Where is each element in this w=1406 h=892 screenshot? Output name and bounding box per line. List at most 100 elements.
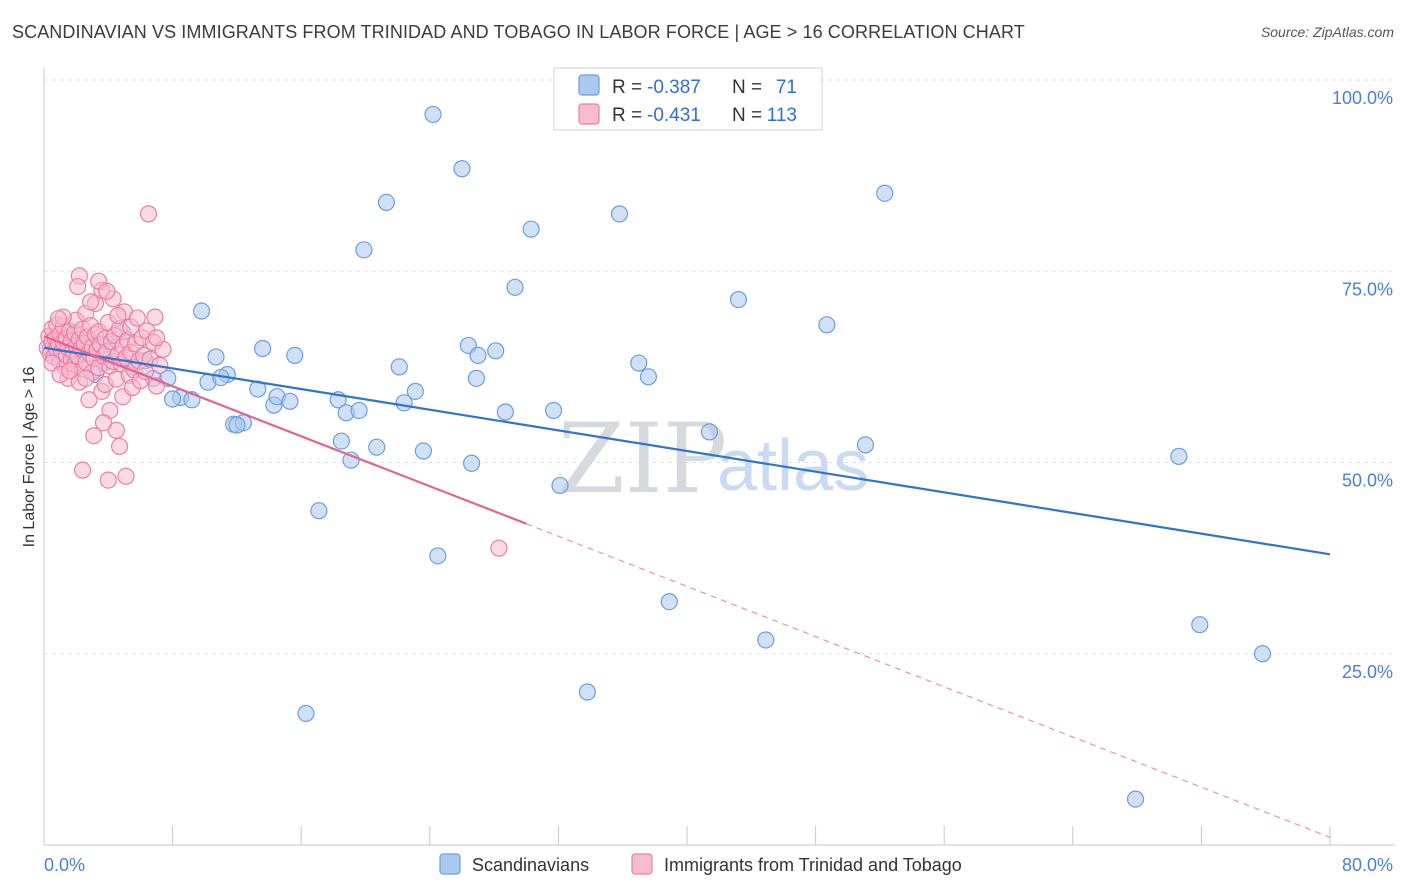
bottom-legend-label-scandinavians: Scandinavians	[472, 855, 589, 875]
trinidad-point-73	[117, 467, 135, 485]
legend-n-value-2: 113	[767, 105, 797, 126]
scandinavian-point-44	[453, 160, 471, 178]
bottom-legend-swatch-trinidad	[631, 853, 653, 875]
scandinavian-point-11	[207, 348, 225, 366]
scandinavian-point-33	[332, 432, 350, 450]
scandinavian-point-51	[578, 683, 596, 701]
trinidad-point-81	[128, 309, 146, 327]
trinidad-point-39	[80, 391, 98, 409]
scandinavian-point-40	[487, 342, 505, 360]
trinidad-point-109	[49, 310, 68, 328]
scandinavian-point-62	[1191, 616, 1209, 634]
scandinavian-point-17	[286, 346, 304, 364]
scandinavian-point-15	[164, 390, 182, 408]
scandinavian-point-9	[192, 302, 211, 320]
scandinavian-point-54	[660, 593, 678, 611]
watermark-atlas: atlas	[717, 426, 869, 506]
legend-swatch-scandinavians	[578, 74, 600, 96]
scandinavian-point-36	[414, 442, 432, 460]
scandinavian-point-55	[700, 423, 719, 441]
trinidad-point-101	[109, 307, 127, 325]
legend-n-label-2: N =	[732, 105, 762, 126]
bottom-legend-label-trinidad: Immigrants from Trinidad and Tobago	[664, 855, 962, 875]
trinidad-point-112	[77, 369, 95, 387]
tick-labels: 25.0% 50.0% 75.0% 100.0% 0.0% 80.0%	[44, 88, 1393, 875]
legend-r-label-2: R =	[612, 105, 642, 126]
scandinavian-point-70	[630, 354, 648, 372]
scandinavian-point-16	[254, 339, 272, 358]
legend-r-value-2: -0.431	[647, 105, 701, 126]
trinidad-point-67	[110, 437, 129, 456]
axes	[43, 68, 1395, 846]
scandinavian-point-24	[228, 416, 246, 434]
trinidad-point-108	[61, 362, 79, 380]
scandinavian-point-39	[462, 454, 481, 472]
scandinavian-point-48	[610, 205, 629, 223]
scandinavian-point-47	[522, 220, 540, 238]
trinidad-point-105	[99, 471, 117, 489]
legend-swatch-trinidad	[578, 103, 600, 125]
scandinavian-point-28	[390, 358, 408, 376]
scandinavian-point-21	[281, 392, 299, 410]
trend-lines	[43, 335, 1331, 838]
scandinavian-point-41	[506, 278, 524, 296]
scandinavian-point-63	[1253, 645, 1272, 663]
scandinavian-point-56	[729, 290, 748, 309]
x-tick-label-min: 0.0%	[44, 855, 85, 875]
x-tick-label-max: 80.0%	[1342, 855, 1393, 875]
source-credit: Source: ZipAtlas.com	[1260, 24, 1394, 40]
trinidad-point-94	[147, 329, 166, 347]
y-tick-label-1: 50.0%	[1342, 471, 1393, 491]
scandinavian-point-43	[424, 105, 442, 124]
y-tick-label-2: 75.0%	[1342, 279, 1393, 299]
legend-n-value-1: 71	[776, 77, 797, 98]
scandinavian-point-30	[406, 382, 424, 400]
trinidad-point-111	[146, 308, 164, 326]
trinidad-point-110	[490, 539, 508, 557]
watermark: ZIP atlas	[558, 403, 869, 515]
scandinavian-point-46	[377, 193, 395, 211]
grid-lines	[44, 79, 1395, 655]
chart-title: SCANDINAVIAN VS IMMIGRANTS FROM TRINIDAD…	[12, 22, 1025, 42]
scandinavian-point-32	[297, 704, 315, 723]
scandinavian-point-50	[551, 476, 569, 495]
y-axis-title: In Labor Force | Age > 16	[21, 367, 38, 548]
scandinavian-point-60	[876, 184, 894, 202]
legend-box: R = -0.387 N = 71 R = -0.431 N = 113	[553, 67, 823, 131]
y-tick-label-0: 25.0%	[1342, 662, 1393, 682]
bottom-legend-swatch-scandinavians	[439, 853, 461, 875]
trinidad-point-99	[82, 293, 100, 311]
scandinavian-point-53	[639, 368, 658, 386]
trinidad-point-97	[98, 282, 116, 300]
scandinavian-point-58	[818, 316, 836, 334]
scandinavian-point-49	[544, 401, 563, 420]
trinidad-point-102	[94, 414, 113, 432]
scandinavian-point-52	[429, 547, 447, 565]
legend-n-label-1: N =	[732, 77, 762, 98]
scandinavian-point-57	[757, 631, 775, 649]
scandinavian-point-31	[310, 502, 328, 520]
y-tick-label-3: 100.0%	[1332, 88, 1393, 108]
trinidad-trend-extension	[526, 523, 1331, 838]
scandinavian-point-61	[1170, 447, 1188, 465]
scandinavian-point-27	[350, 401, 368, 420]
scandinavian-point-64	[1126, 790, 1145, 808]
watermark-zip: ZIP	[558, 403, 727, 515]
legend-r-value-1: -0.387	[647, 77, 701, 98]
scandinavian-point-69	[469, 346, 487, 364]
scandinavian-point-59	[856, 436, 875, 454]
trinidad-point-103	[85, 427, 103, 445]
trinidad-point-104	[73, 461, 92, 479]
bottom-legend: Scandinavians Immigrants from Trinidad a…	[439, 853, 962, 875]
data-points	[38, 105, 1272, 808]
scandinavian-trend-line	[43, 346, 1331, 556]
scandinavian-point-42	[496, 403, 514, 421]
trinidad-point-88	[139, 205, 158, 223]
scandinavian-point-45	[355, 241, 373, 259]
trinidad-point-98	[69, 277, 87, 296]
scandinavian-point-35	[368, 438, 386, 456]
scandinavian-point-38	[467, 369, 486, 387]
legend-r-label-1: R =	[612, 77, 642, 98]
trinidad-point-64	[107, 421, 125, 439]
